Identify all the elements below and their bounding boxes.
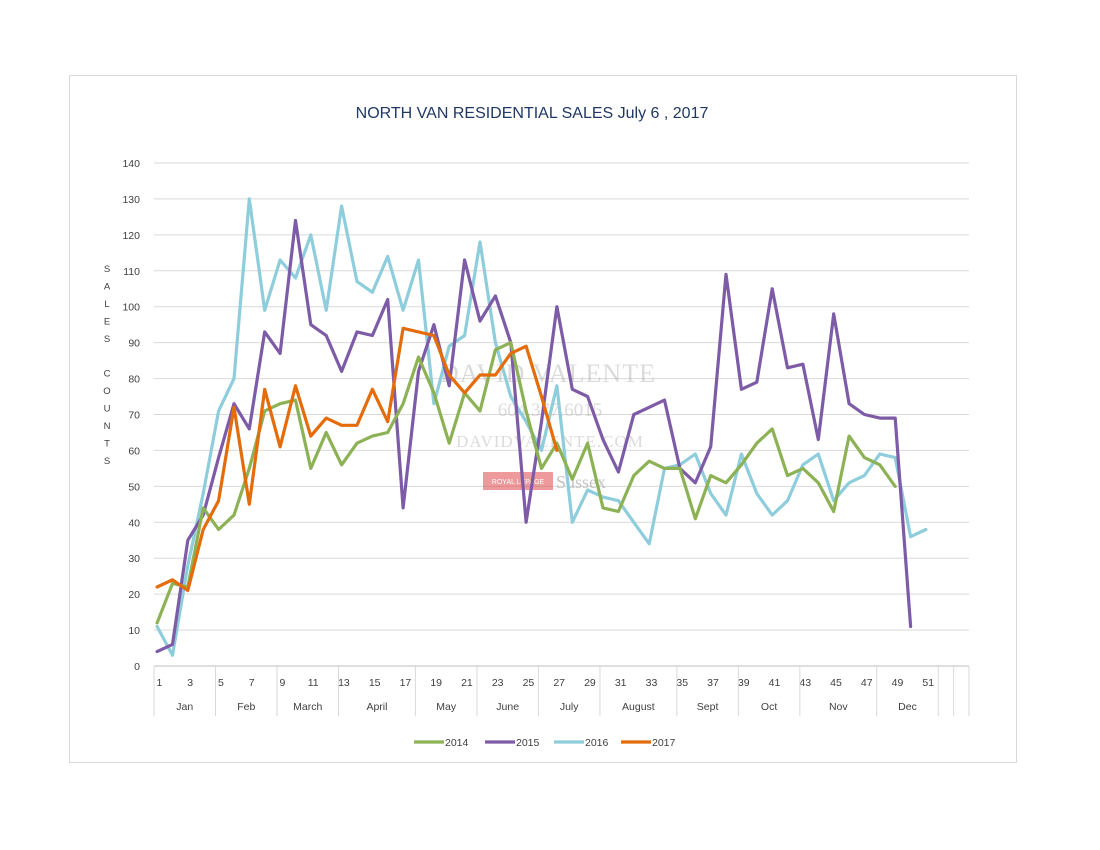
x-tick-label-35: 35 bbox=[676, 677, 688, 689]
series-lines bbox=[155, 197, 928, 657]
legend-label-2016: 2016 bbox=[585, 737, 609, 749]
watermark-logo-box bbox=[483, 472, 553, 490]
month-label-sept: Sept bbox=[697, 701, 719, 713]
y-tick-label-90: 90 bbox=[128, 338, 140, 350]
y-axis-label-char: A bbox=[104, 282, 111, 293]
month-label-oct: Oct bbox=[761, 701, 777, 713]
x-tick-label-19: 19 bbox=[430, 677, 442, 689]
x-tick-label-11: 11 bbox=[308, 677, 319, 689]
y-axis-label-char: O bbox=[103, 386, 110, 397]
x-tick-label-7: 7 bbox=[249, 677, 255, 689]
chart-title: NORTH VAN RESIDENTIAL SALES July 6 , 201… bbox=[356, 105, 709, 122]
y-tick-label-60: 60 bbox=[128, 445, 140, 457]
y-tick-label-140: 140 bbox=[122, 158, 140, 170]
y-tick-label-120: 120 bbox=[122, 230, 140, 242]
x-tick-label-29: 29 bbox=[584, 677, 596, 689]
legend-label-2017: 2017 bbox=[652, 737, 676, 749]
y-tick-label-100: 100 bbox=[122, 302, 140, 314]
y-tick-label-30: 30 bbox=[128, 553, 140, 565]
x-tick-label-13: 13 bbox=[338, 677, 350, 689]
y-tick-label-50: 50 bbox=[128, 481, 140, 493]
x-tick-label-33: 33 bbox=[646, 677, 658, 689]
x-tick-label-25: 25 bbox=[523, 677, 535, 689]
x-tick-label-43: 43 bbox=[799, 677, 811, 689]
x-tick-label-41: 41 bbox=[769, 677, 781, 689]
watermark-brand: ROYAL LEPAGE bbox=[492, 479, 545, 486]
legend: 2014 2015 2016 2017 bbox=[414, 737, 676, 749]
y-tick-label-110: 110 bbox=[123, 266, 140, 278]
y-axis: 0 10 20 30 40 50 60 70 80 90 100 110 120 130 140 bbox=[122, 158, 140, 673]
y-tick-label-80: 80 bbox=[128, 374, 140, 386]
series-line-2015 bbox=[155, 218, 913, 654]
x-tick-label-47: 47 bbox=[861, 677, 873, 689]
legend-label-2015: 2015 bbox=[516, 737, 540, 749]
x-tick-label-15: 15 bbox=[369, 677, 381, 689]
y-axis-label-char: L bbox=[104, 299, 109, 310]
month-label-dec: Dec bbox=[898, 701, 917, 713]
y-axis-label-char: C bbox=[104, 369, 111, 380]
legend-label-2014: 2014 bbox=[445, 737, 469, 749]
x-tick-label-37: 37 bbox=[707, 677, 719, 689]
y-tick-label-130: 130 bbox=[122, 194, 140, 206]
x-tick-label-1: 1 bbox=[156, 677, 162, 689]
y-tick-label-70: 70 bbox=[128, 410, 140, 422]
x-tick-label-3: 3 bbox=[187, 677, 193, 689]
x-tick-label-39: 39 bbox=[738, 677, 750, 689]
month-label-feb: Feb bbox=[237, 701, 255, 713]
y-tick-label-10: 10 bbox=[128, 625, 140, 637]
x-tick-label-23: 23 bbox=[492, 677, 504, 689]
y-axis-label-char: E bbox=[104, 317, 110, 328]
x-tick-label-5: 5 bbox=[218, 677, 224, 689]
month-label-may: May bbox=[436, 701, 457, 713]
month-label-april: April bbox=[366, 701, 387, 713]
gridlines bbox=[154, 162, 969, 667]
month-label-august: August bbox=[622, 701, 655, 713]
y-axis-label-char: S bbox=[104, 456, 110, 467]
x-tick-label-51: 51 bbox=[922, 677, 934, 689]
x-tick-label-31: 31 bbox=[615, 677, 627, 689]
x-tick-label-9: 9 bbox=[279, 677, 285, 689]
x-tick-label-45: 45 bbox=[830, 677, 842, 689]
series-line-2017 bbox=[155, 326, 559, 593]
y-axis-label-char: S bbox=[104, 334, 110, 345]
y-tick-label-20: 20 bbox=[128, 589, 140, 601]
y-axis-label-char: N bbox=[104, 421, 111, 432]
month-label-march: March bbox=[293, 701, 322, 713]
y-tick-label-0: 0 bbox=[134, 661, 140, 673]
y-axis-label-char: U bbox=[104, 404, 111, 415]
x-tick-label-49: 49 bbox=[892, 677, 904, 689]
y-axis-label-char: S bbox=[104, 264, 110, 275]
series-line-2014 bbox=[155, 341, 897, 625]
series-line-2016 bbox=[155, 197, 928, 657]
month-label-jan: Jan bbox=[176, 701, 193, 713]
y-axis-label-char: T bbox=[104, 439, 110, 450]
x-tick-label-27: 27 bbox=[553, 677, 565, 689]
x-tick-label-21: 21 bbox=[461, 677, 473, 689]
x-axis: 1 3 5 7 9 11 13 15 17 19 21 23 25 27 29 31 33 35 37 39 41 43 4… bbox=[153, 666, 970, 716]
watermark-site: DAVIDVALENTE.COM bbox=[456, 432, 644, 451]
month-label-july: July bbox=[560, 701, 579, 713]
y-tick-label-40: 40 bbox=[128, 517, 140, 529]
month-label-nov: Nov bbox=[829, 701, 848, 713]
x-tick-label-17: 17 bbox=[400, 677, 412, 689]
month-label-june: June bbox=[496, 701, 519, 713]
